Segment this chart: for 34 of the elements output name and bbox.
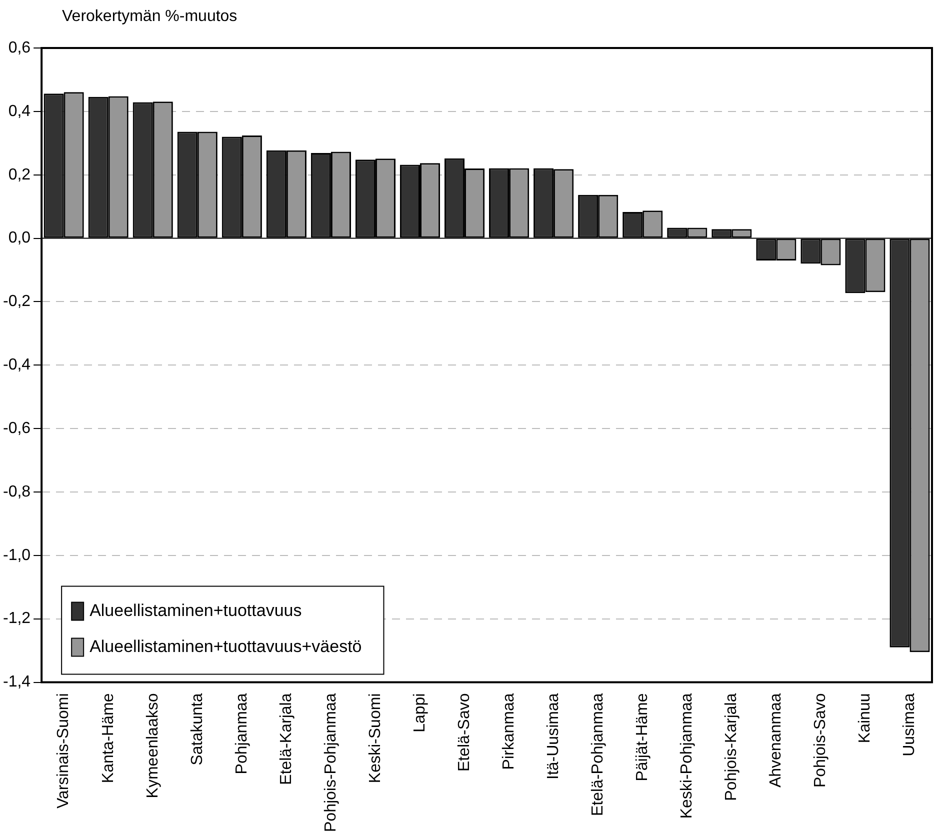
x-tick-label: Pohjanmaa: [233, 693, 250, 774]
x-tick-label: Etelä-Savo: [456, 693, 473, 772]
y-tick-label: -1,0: [2, 546, 31, 564]
legend-label: Alueellistaminen+tuottavuus+väestö: [90, 636, 362, 656]
y-tick-label: -0,2: [2, 293, 31, 310]
x-tick-label: Itä-Uusimaa: [544, 693, 562, 780]
x-tick-label: Pohjois-Pohjanmaa: [322, 693, 340, 832]
x-tick-label: Ahvenanmaa: [768, 693, 785, 788]
y-tick-label: 0,0: [8, 230, 31, 247]
y-tick-label: -0,4: [2, 356, 31, 374]
x-tick-label: Lappi: [411, 693, 428, 732]
x-tick-label: Varsinais-Suomi: [55, 693, 72, 809]
x-tick-label: Etelä-Karjala: [278, 693, 295, 785]
x-tick-label: Etelä-Pohjanmaa: [589, 693, 606, 816]
y-tick-label: -1,2: [2, 610, 31, 628]
x-tick-label: Keski-Suomi: [366, 693, 384, 784]
x-tick-label: Keski-Pohjanmaa: [678, 693, 696, 819]
y-tick-label: 0,4: [8, 102, 31, 120]
y-tick-label: -1,4: [2, 674, 31, 691]
x-tick-label: Uusimaa: [901, 693, 918, 756]
x-tick-label: Pohjois-Karjala: [723, 693, 740, 801]
x-tick-label: Pohjois-Savo: [812, 693, 830, 788]
x-tick-label: Kanta-Häme: [100, 693, 117, 784]
x-tick-label: Kainuu: [856, 693, 874, 744]
y-tick-label: 0,6: [8, 39, 31, 56]
y-axis-title: Verokertymän %-muutos: [62, 8, 238, 26]
y-tick-label: 0,2: [8, 166, 31, 184]
x-tick-label: Satakunta: [188, 693, 206, 766]
x-tick-label: Kymeenlaakso: [144, 693, 162, 798]
y-tick-label: -0,8: [2, 483, 31, 500]
y-tick-label: -0,6: [2, 420, 31, 437]
legend-label: Alueellistaminen+tuottavuus: [90, 600, 302, 620]
x-tick-label: Pirkanmaa: [500, 693, 518, 770]
x-tick-label: Päijät-Häme: [634, 693, 652, 782]
